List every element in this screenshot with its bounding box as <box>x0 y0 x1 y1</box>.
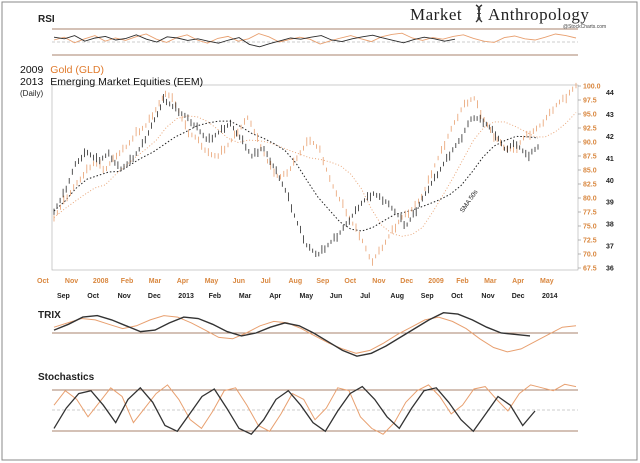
eem-x-tick-label: 2013 <box>178 293 194 300</box>
gold-x-tick-label: Jul <box>261 278 271 285</box>
eem-x-tick-label: Apr <box>269 293 281 300</box>
eem-y-tick-label: 36 <box>606 266 614 273</box>
gold-x-tick-label: Nov <box>65 278 78 285</box>
stochastics-title: Stochastics <box>38 372 95 383</box>
rsi-gold-line <box>53 32 577 45</box>
gold-title: 2009 Gold (GLD) <box>20 64 104 76</box>
eem-y-tick-label: 42 <box>606 134 614 141</box>
eem-x-tick-label: Sep <box>57 293 70 300</box>
gold-x-tick-label: Jun <box>233 278 245 285</box>
gold-y-tick-label: 67.5 <box>583 266 597 273</box>
gold-x-tick-label: Apr <box>512 278 524 285</box>
eem-y-tick-label: 39 <box>606 200 614 207</box>
gold-x-tick-label: 2008 <box>93 278 109 285</box>
eem-y-tick-label: 37 <box>606 244 614 251</box>
gold-y-axis: 100.0 97.5 95.0 92.5 90.0 87.5 85.0 82.5 80.0 77.… <box>578 84 601 273</box>
stoch-eem-line <box>53 385 536 435</box>
gold-x-tick-label: 2009 <box>428 278 444 285</box>
eem-y-tick-label: 44 <box>606 90 614 97</box>
eem-y-tick-label: 40 <box>606 178 614 185</box>
stoch-gold-line <box>53 383 577 435</box>
stochastics-panel: Stochastics <box>38 372 578 435</box>
trix-gold-line <box>53 315 577 354</box>
eem-x-tick-label: 2014 <box>542 293 558 300</box>
gold-x-tick-label: Oct <box>37 278 49 285</box>
eem-price-bars <box>53 94 539 257</box>
gold-y-tick-label: 90.0 <box>583 140 597 147</box>
gold-x-tick-label: Oct <box>344 278 356 285</box>
gold-x-tick-label: Feb <box>456 278 468 285</box>
eem-x-tick-label: Oct <box>451 293 463 300</box>
eem-x-tick-label: Aug <box>390 293 404 300</box>
gold-x-tick-label: May <box>540 278 554 285</box>
gold-y-tick-label: 72.5 <box>583 238 597 245</box>
brand-name-part2: Anthropology <box>488 5 589 24</box>
brand-logo: Market Anthropology @StockCharts.com <box>410 4 606 30</box>
eem-x-tick-label: Jun <box>330 293 342 300</box>
price-panel-frame <box>51 84 579 271</box>
gold-title-year: 2009 <box>20 64 44 76</box>
eem-x-tick-label: Nov <box>118 293 131 300</box>
gold-x-tick-label: Mar <box>149 278 162 285</box>
eem-x-tick-label: May <box>300 293 314 300</box>
gold-x-tick-label: Sep <box>316 278 329 285</box>
rsi-panel: RSI <box>38 14 578 56</box>
gold-x-tick-label: Nov <box>372 278 385 285</box>
rsi-title: RSI <box>38 14 55 25</box>
dna-helix-icon <box>475 4 483 23</box>
eem-x-tick-label: Dec <box>512 293 525 300</box>
eem-x-tick-label: Dec <box>148 293 161 300</box>
trix-panel: TRIX <box>38 310 578 357</box>
gold-y-tick-label: 80.0 <box>583 196 597 203</box>
price-panel: 2009 Gold (GLD) 2013 Emerging Market Equ… <box>20 64 614 300</box>
eem-title: 2013 Emerging Market Equities (EEM) <box>20 76 203 88</box>
frequency-note: (Daily) <box>20 89 43 98</box>
eem-x-tick-label: Mar <box>239 293 252 300</box>
eem-y-tick-label: 43 <box>606 112 614 119</box>
gold-y-tick-label: 70.0 <box>583 252 597 259</box>
eem-x-tick-label: Feb <box>209 293 221 300</box>
gold-x-tick-label: Apr <box>177 278 189 285</box>
gold-price-bars <box>53 82 577 266</box>
eem-y-axis: 44 43 42 41 40 39 38 37 36 <box>606 90 614 272</box>
eem-x-tick-label: Nov <box>481 293 494 300</box>
gold-y-tick-label: 82.5 <box>583 182 597 189</box>
gold-y-tick-label: 100.0 <box>583 84 601 91</box>
eem-title-year: 2013 <box>20 76 44 88</box>
eem-x-tick-label: Jul <box>360 293 370 300</box>
eem-x-tick-label: Oct <box>87 293 99 300</box>
brand-name-part1: Market <box>410 5 462 24</box>
eem-x-axis: Sep Oct Nov Dec 2013 Feb Mar Apr May Jun Jul Aug Sep… <box>57 293 558 300</box>
gold-y-tick-label: 92.5 <box>583 126 597 133</box>
gold-y-tick-label: 97.5 <box>583 98 597 105</box>
gold-x-tick-label: Feb <box>121 278 133 285</box>
gold-title-name: Gold (GLD) <box>50 64 104 76</box>
brand-credit: @StockCharts.com <box>563 24 606 30</box>
eem-title-name: Emerging Market Equities (EEM) <box>50 76 203 88</box>
trix-eem-line <box>53 311 531 357</box>
gold-x-tick-label: May <box>205 278 219 285</box>
gold-y-tick-label: 77.5 <box>583 210 597 217</box>
rsi-eem-line <box>53 34 456 48</box>
gold-y-tick-label: 75.0 <box>583 224 597 231</box>
gold-x-tick-label: Mar <box>484 278 497 285</box>
gold-x-tick-label: Aug <box>289 278 303 285</box>
eem-y-tick-label: 41 <box>606 156 614 163</box>
gold-x-axis: Oct Nov 2008 Feb Mar Apr May Jun Jul Aug Sep Oct Nov… <box>37 278 554 285</box>
gold-y-tick-label: 95.0 <box>583 112 597 119</box>
gold-y-tick-label: 87.5 <box>583 154 597 161</box>
gold-x-tick-label: Dec <box>400 278 413 285</box>
eem-x-tick-label: Sep <box>421 293 434 300</box>
gold-y-tick-label: 85.0 <box>583 168 597 175</box>
trix-title: TRIX <box>38 310 61 321</box>
eem-y-tick-label: 38 <box>606 222 614 229</box>
